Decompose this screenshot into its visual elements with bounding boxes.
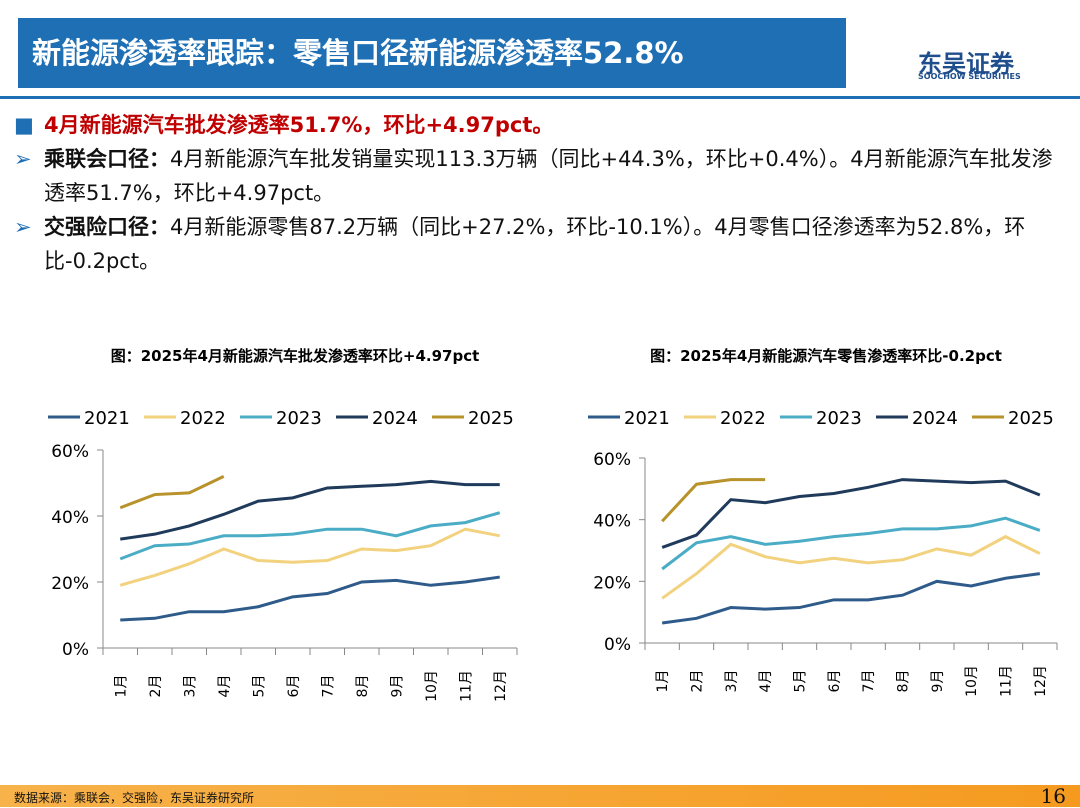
x-tick-label: 3月 <box>724 670 740 693</box>
y-tick-label: 40% <box>593 512 631 532</box>
x-tick-label: 2月 <box>148 675 164 698</box>
footer-bar <box>0 785 1080 807</box>
legend-label: 2022 <box>180 408 226 429</box>
legend-label: 2022 <box>720 408 766 429</box>
series-line <box>661 534 1041 600</box>
x-tick-label: 8月 <box>355 675 371 698</box>
y-tick-label: 0% <box>604 635 631 655</box>
x-tick-label: 12月 <box>1033 665 1049 697</box>
bullet-label: 交强险口径： <box>44 215 170 239</box>
x-tick-label: 9月 <box>930 670 946 693</box>
legend-label: 2024 <box>372 408 418 429</box>
x-tick-label: 5月 <box>793 670 809 693</box>
x-tick-label: 5月 <box>251 675 267 698</box>
bullet-text: 4月新能源汽车批发渗透率51.7%，环比+4.97pct。 <box>44 113 554 137</box>
x-tick-label: 4月 <box>217 675 233 698</box>
y-tick-label: 60% <box>593 450 631 470</box>
series-line <box>661 478 1041 549</box>
x-tick-label: 6月 <box>827 670 843 693</box>
y-tick-label: 40% <box>51 508 89 528</box>
bullet: ■ 4月新能源汽车批发渗透率51.7%，环比+4.97pct。 <box>14 113 554 137</box>
series-line <box>120 575 500 622</box>
x-tick-label: 8月 <box>896 670 912 693</box>
bullet-label: 乘联会口径： <box>44 147 170 171</box>
series-line <box>119 527 501 587</box>
y-tick-label: 20% <box>593 573 631 593</box>
legend-label: 2024 <box>912 408 958 429</box>
x-tick-label: 9月 <box>389 675 405 698</box>
series-line <box>119 511 501 561</box>
x-tick-label: 6月 <box>286 675 302 698</box>
x-tick-label: 2月 <box>690 670 706 693</box>
x-tick-label: 1月 <box>113 675 129 698</box>
charts: 图：2025年4月新能源汽车批发渗透率环比+4.97pct 2021 2022 202… <box>48 347 1058 702</box>
legend-label: 2025 <box>468 408 514 429</box>
legend-label: 2021 <box>84 408 130 429</box>
legend-label: 2023 <box>816 408 862 429</box>
x-tick-label: 10月 <box>424 670 440 702</box>
x-tick-label: 7月 <box>861 670 877 693</box>
bullet-text: 4月新能源零售87.2万辆（同比+27.2%，环比-10.1%）。4月零售口径渗… <box>44 215 1026 273</box>
series-line <box>661 478 766 523</box>
bullet: ➢ 交强险口径：4月新能源零售87.2万辆（同比+27.2%，环比-10.1%）。… <box>14 215 1026 273</box>
logo-en: SOOCHOW SECURITIES <box>918 72 1021 81</box>
legend-label: 2023 <box>276 408 322 429</box>
x-tick-label: 7月 <box>320 675 336 698</box>
header-rule <box>0 96 1080 99</box>
legend-label: 2025 <box>1008 408 1054 429</box>
series-line <box>661 572 1041 625</box>
chart-title: 图：2025年4月新能源汽车批发渗透率环比+4.97pct <box>111 347 480 365</box>
y-tick-label: 60% <box>51 442 89 462</box>
series-line <box>120 479 500 541</box>
bullets: ■ 4月新能源汽车批发渗透率51.7%，环比+4.97pct。 ➢ 乘联会口径：4月… <box>14 108 1064 278</box>
y-tick-label: 0% <box>62 640 89 660</box>
page-number: 16 <box>1040 784 1066 808</box>
series-line <box>661 516 1041 571</box>
x-tick-label: 11月 <box>458 670 474 702</box>
chart-title: 图：2025年4月新能源汽车零售渗透率环比-0.2pct <box>650 347 1002 365</box>
bullet-text: 4月新能源汽车批发销量实现113.3万辆（同比+44.3%，环比+0.4%）。4… <box>44 147 1053 205</box>
x-tick-label: 10月 <box>964 665 980 697</box>
legend-label: 2021 <box>624 408 670 429</box>
logo: 东吴证券 <box>918 50 1014 78</box>
x-tick-label: 12月 <box>493 670 509 702</box>
x-tick-label: 11月 <box>999 665 1015 697</box>
x-tick-label: 1月 <box>655 670 671 693</box>
bullet: ➢ 乘联会口径：4月新能源汽车批发销量实现113.3万辆（同比+44.3%，环比+… <box>14 147 1053 205</box>
y-tick-label: 20% <box>51 574 89 594</box>
series-line <box>119 475 225 510</box>
x-tick-label: 4月 <box>758 670 774 693</box>
x-tick-label: 3月 <box>182 675 198 698</box>
source: 数据来源：乘联会，交强险，东吴证券研究所 <box>14 791 255 805</box>
slide-title: 新能源渗透率跟踪：零售口径新能源渗透率52.8% <box>18 18 846 88</box>
